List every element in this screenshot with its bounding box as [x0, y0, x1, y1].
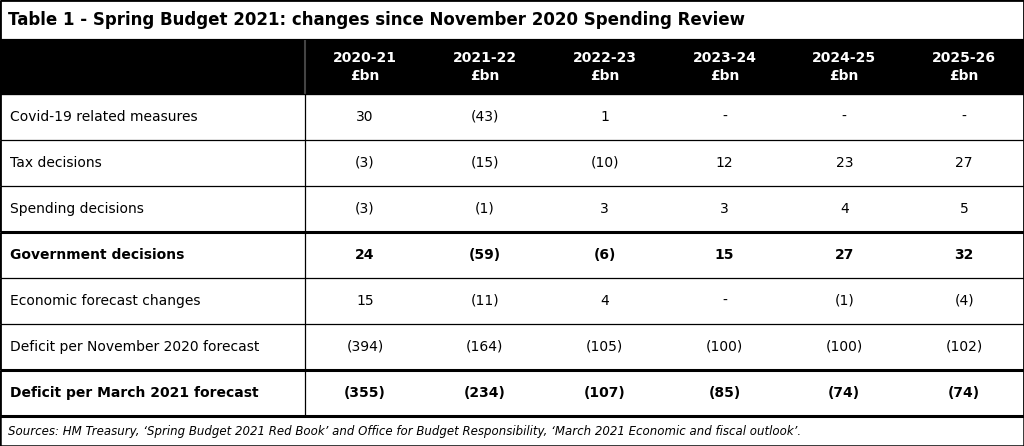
Text: 3: 3	[600, 202, 609, 216]
Bar	[0, 278, 1024, 324]
Text: (11): (11)	[471, 294, 499, 308]
Text: (1): (1)	[475, 202, 495, 216]
Text: (107): (107)	[584, 386, 626, 400]
Bar	[0, 40, 1024, 94]
Text: 24: 24	[355, 248, 375, 262]
Text: Tax decisions: Tax decisions	[10, 156, 101, 170]
Bar	[0, 416, 1024, 446]
Text: 2024-25
£bn: 2024-25 £bn	[812, 51, 877, 83]
Text: (164): (164)	[466, 340, 504, 354]
Text: (10): (10)	[591, 156, 618, 170]
Text: 5: 5	[959, 202, 969, 216]
Text: (15): (15)	[471, 156, 499, 170]
Text: (394): (394)	[346, 340, 384, 354]
Text: (3): (3)	[355, 202, 375, 216]
Bar	[0, 186, 1024, 232]
Text: Spending decisions: Spending decisions	[10, 202, 144, 216]
Text: Deficit per November 2020 forecast: Deficit per November 2020 forecast	[10, 340, 259, 354]
Bar	[0, 370, 1024, 416]
Text: -: -	[722, 110, 727, 124]
Text: (102): (102)	[945, 340, 983, 354]
Text: (74): (74)	[828, 386, 860, 400]
Text: (59): (59)	[469, 248, 501, 262]
Text: Covid-19 related measures: Covid-19 related measures	[10, 110, 198, 124]
Text: -: -	[962, 110, 967, 124]
Text: Deficit per March 2021 forecast: Deficit per March 2021 forecast	[10, 386, 259, 400]
Text: 12: 12	[716, 156, 733, 170]
Text: (100): (100)	[825, 340, 863, 354]
Text: 32: 32	[954, 248, 974, 262]
Text: 23: 23	[836, 156, 853, 170]
Text: 2020-21
£bn: 2020-21 £bn	[333, 51, 397, 83]
Text: 27: 27	[955, 156, 973, 170]
Text: 30: 30	[356, 110, 374, 124]
Text: 3: 3	[720, 202, 729, 216]
Bar	[0, 324, 1024, 370]
Text: 15: 15	[356, 294, 374, 308]
Text: 2022-23
£bn: 2022-23 £bn	[572, 51, 637, 83]
Text: (100): (100)	[706, 340, 743, 354]
Text: (43): (43)	[471, 110, 499, 124]
Text: (105): (105)	[586, 340, 624, 354]
Text: Government decisions: Government decisions	[10, 248, 184, 262]
Text: 4: 4	[600, 294, 609, 308]
Text: (85): (85)	[709, 386, 740, 400]
Text: (1): (1)	[835, 294, 854, 308]
Text: Sources: HM Treasury, ‘Spring Budget 2021 Red Book’ and Office for Budget Respon: Sources: HM Treasury, ‘Spring Budget 202…	[8, 425, 801, 438]
Text: (3): (3)	[355, 156, 375, 170]
Text: 2021-22
£bn: 2021-22 £bn	[453, 51, 517, 83]
Text: -: -	[722, 294, 727, 308]
Bar	[0, 140, 1024, 186]
Text: -: -	[842, 110, 847, 124]
Bar	[0, 0, 1024, 40]
Text: 27: 27	[835, 248, 854, 262]
Text: (74): (74)	[948, 386, 980, 400]
Text: 2023-24
£bn: 2023-24 £bn	[692, 51, 757, 83]
Text: 15: 15	[715, 248, 734, 262]
Text: Economic forecast changes: Economic forecast changes	[10, 294, 201, 308]
Bar	[0, 232, 1024, 278]
Bar	[0, 94, 1024, 140]
Text: (234): (234)	[464, 386, 506, 400]
Text: (6): (6)	[594, 248, 615, 262]
Text: 1: 1	[600, 110, 609, 124]
Text: 2025-26
£bn: 2025-26 £bn	[932, 51, 996, 83]
Text: Table 1 - Spring Budget 2021: changes since November 2020 Spending Review: Table 1 - Spring Budget 2021: changes si…	[8, 11, 745, 29]
Text: (355): (355)	[344, 386, 386, 400]
Text: 4: 4	[840, 202, 849, 216]
Text: (4): (4)	[954, 294, 974, 308]
